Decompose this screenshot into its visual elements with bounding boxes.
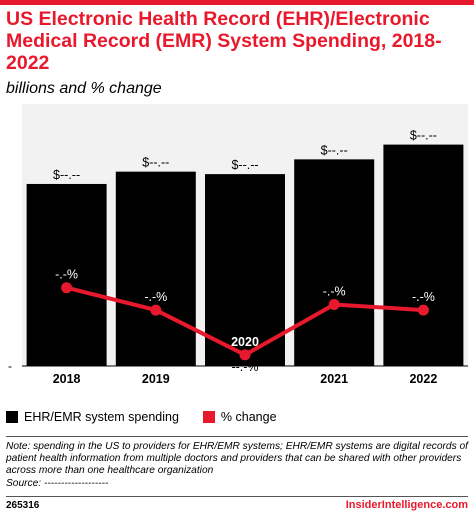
legend-swatch-spending (6, 411, 18, 423)
percent-change-point-2021 (328, 299, 340, 310)
bar-2020 (205, 174, 285, 366)
x-tick-label-2020: 2020 (231, 335, 259, 349)
y-axis-zero-label: - (8, 359, 12, 373)
percent-change-point-2020 (239, 349, 251, 361)
bar-value-label-2019: $--.-- (142, 156, 169, 170)
chart-note: Note: spending in the US to providers fo… (6, 441, 468, 477)
bar-2018 (26, 183, 107, 366)
bar-value-label-2022: $--.-- (410, 129, 437, 143)
legend-label-percent-change: % change (220, 410, 277, 424)
bar-2019 (115, 171, 196, 366)
percent-change-label-2020: --.-% (231, 360, 258, 374)
brand-logo-text[interactable]: InsiderIntelligence.com (345, 499, 468, 511)
percent-change-point-2019 (150, 304, 162, 316)
chart-title: US Electronic Health Record (EHR)/Electr… (6, 8, 442, 74)
percent-change-point-2022 (417, 304, 429, 316)
legend-item-percent-change: % change (202, 410, 277, 424)
x-tick-label-2018: 2018 (53, 372, 81, 386)
bar-value-label-2018: $--.-- (53, 168, 80, 182)
x-tick-label-2019: 2019 (142, 372, 170, 386)
chart-source: Source: ------------------- (6, 478, 109, 489)
percent-change-label-2021: -.-% (323, 285, 346, 299)
footer-divider (6, 496, 468, 497)
x-tick-label-2022: 2022 (409, 372, 437, 386)
bar-2021 (294, 159, 375, 366)
chart-subtitle: billions and % change (6, 80, 162, 97)
chart-legend: EHR/EMR system spending % change (6, 410, 301, 424)
top-accent-rule (0, 0, 474, 5)
percent-change-label-2022: -.-% (412, 290, 435, 304)
legend-swatch-percent-change (202, 411, 215, 423)
bar-value-label-2021: $--.-- (321, 143, 348, 157)
chart-canvas: $--.--$--.-- $--.--$--.--$--.----.-%-.-%-… (8, 104, 468, 386)
bar-2022 (383, 144, 464, 366)
legend-item-spending: EHR/EMR system spending (6, 410, 179, 424)
bar-value-label-2020: $--.-- (231, 158, 258, 172)
legend-label-spending: EHR/EMR system spending (24, 410, 179, 424)
percent-change-label-2018: -.-% (55, 268, 78, 282)
x-tick-label-2021: 2021 (320, 372, 348, 386)
note-divider (6, 436, 468, 437)
percent-change-point-2018 (61, 282, 73, 294)
percent-change-label-2019: -.-% (144, 290, 167, 304)
chart-id: 265316 (6, 500, 40, 511)
